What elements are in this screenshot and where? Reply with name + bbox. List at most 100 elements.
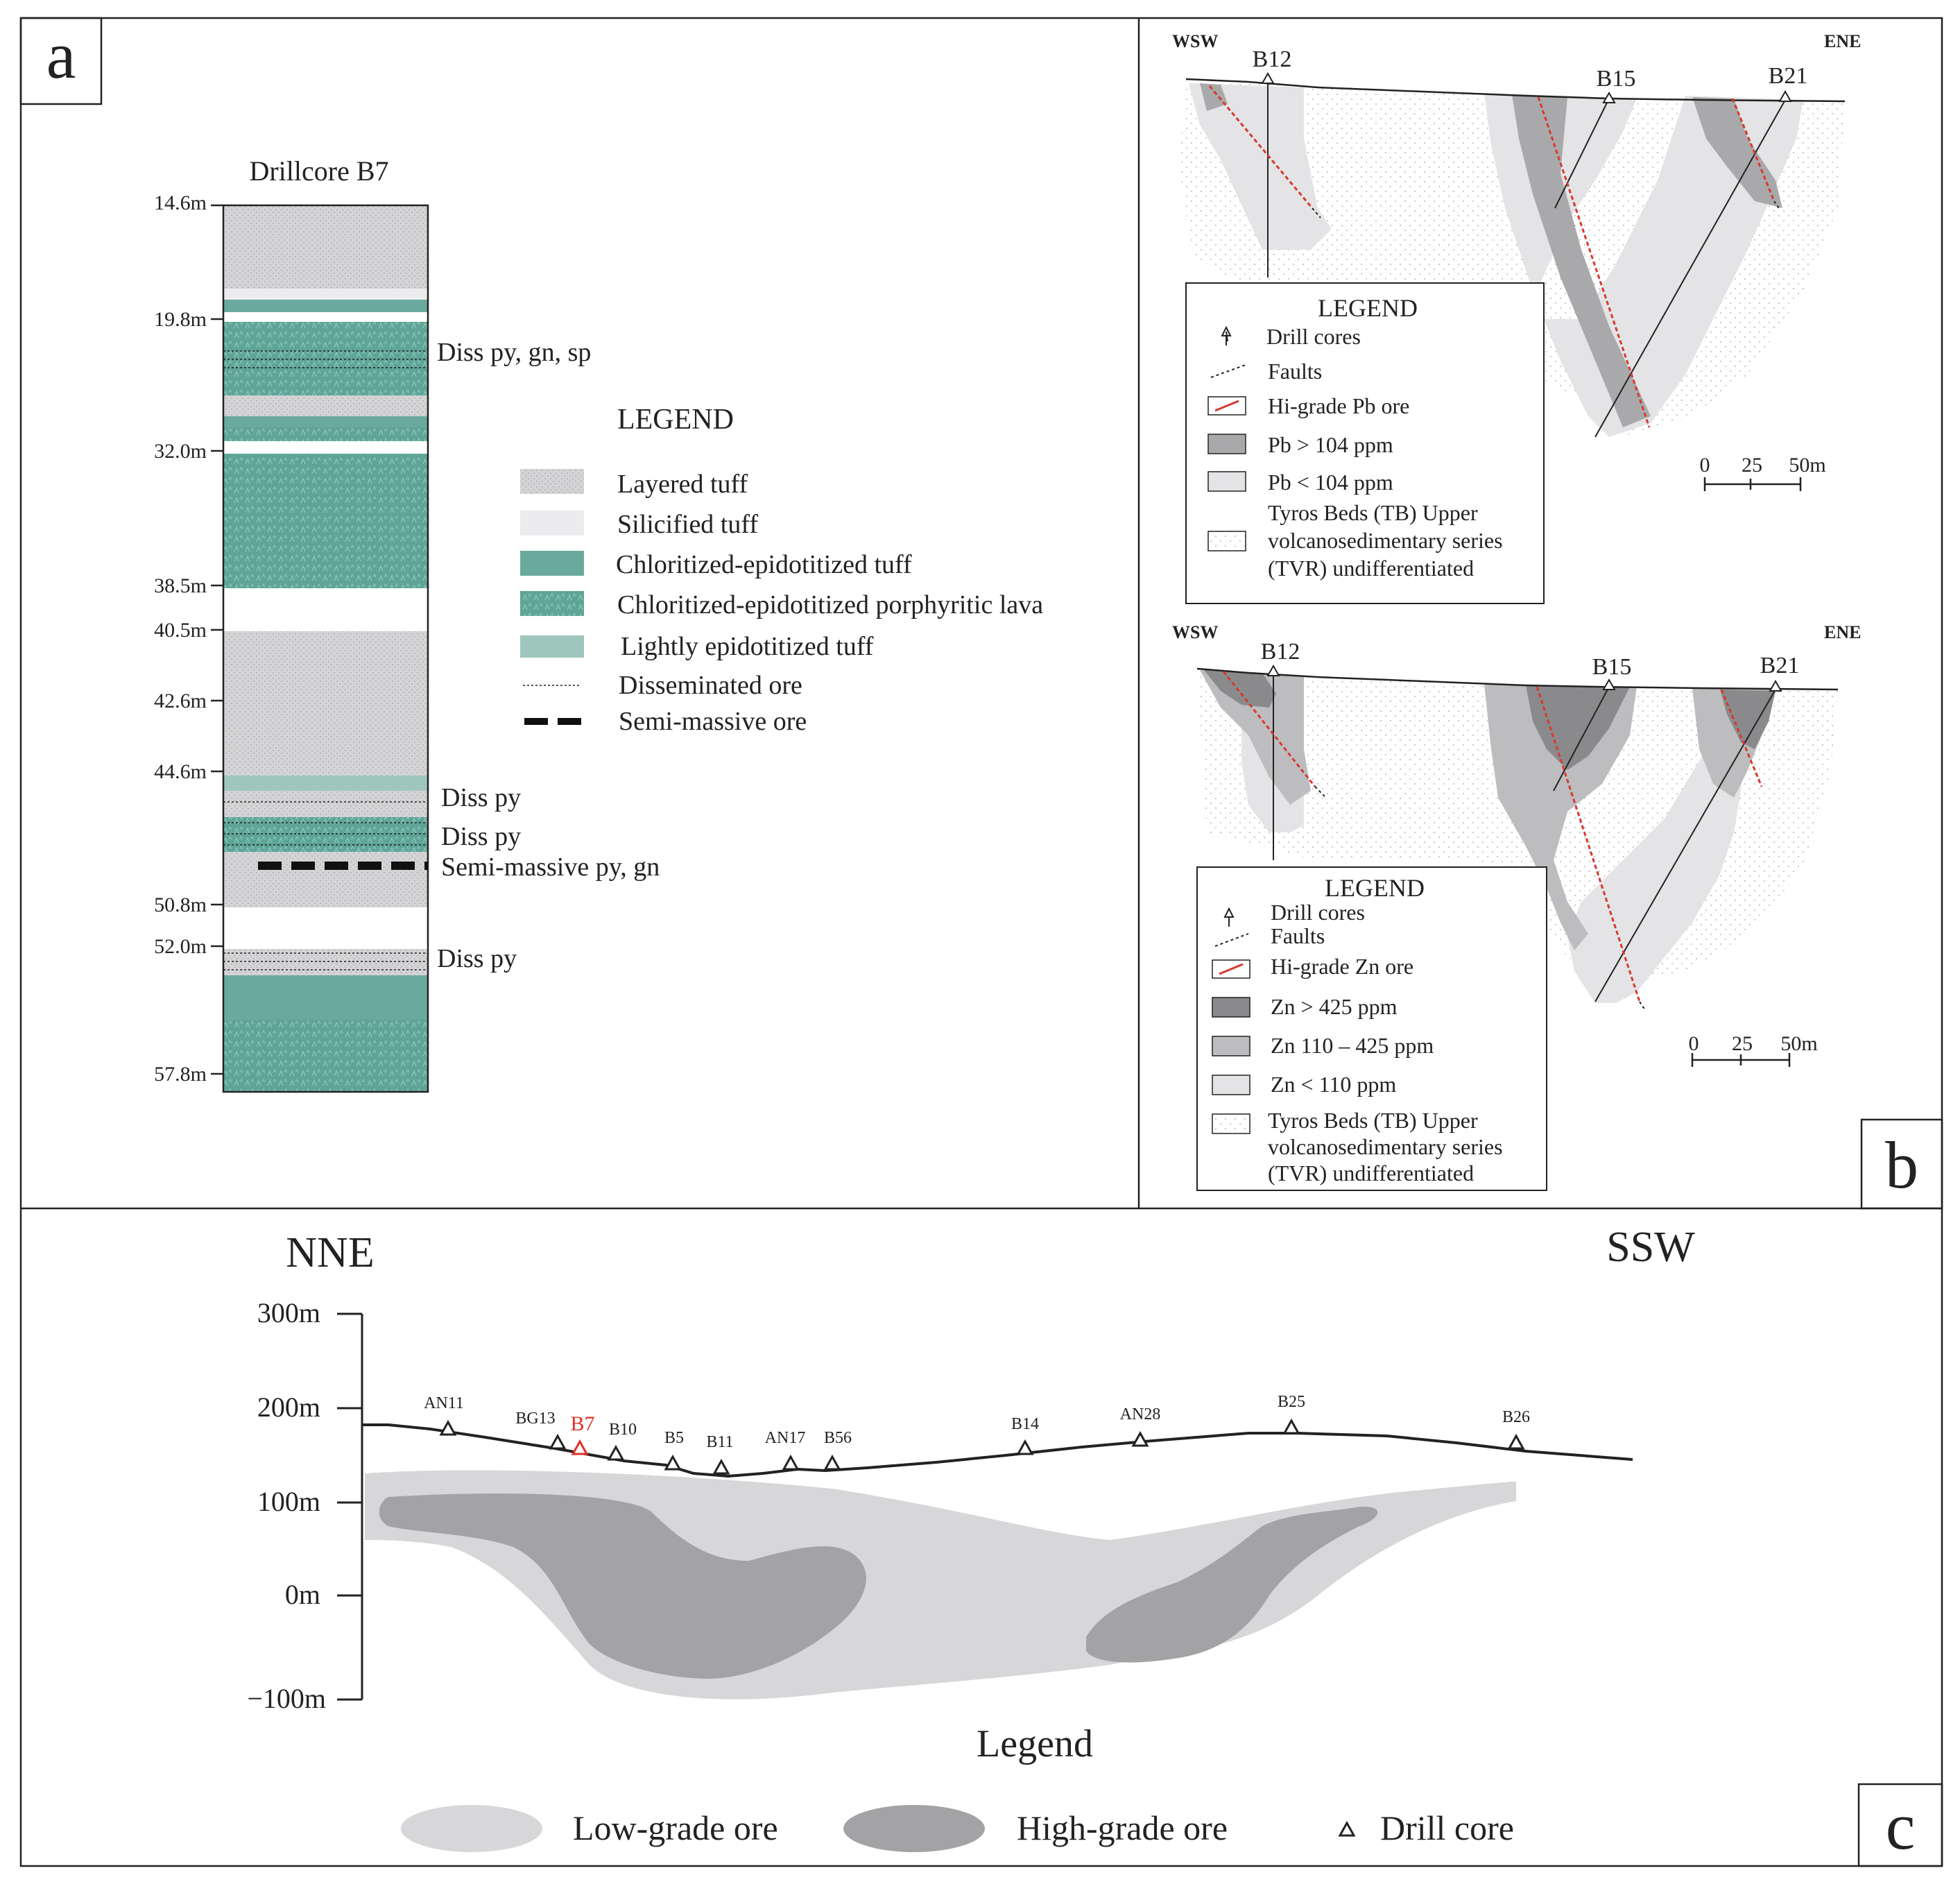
- layer-chloritized-tuff: [223, 975, 428, 1020]
- drill-core-label: AN11: [424, 1394, 464, 1412]
- elevation-axis: [337, 1312, 363, 1701]
- legend-title: Legend: [977, 1722, 1093, 1765]
- drill-core-icon: [823, 1454, 841, 1471]
- layer-layered-tuff: [223, 205, 428, 289]
- layer-layered-tuff: [223, 791, 428, 817]
- drill-core-icon-highlight: [571, 1439, 589, 1455]
- legend-item: Pb < 104 ppm: [1268, 470, 1393, 495]
- hi-grade-zn-ore-lines: [1222, 671, 1763, 1002]
- drill-core-label: B21: [1760, 653, 1800, 678]
- zn-high-swatch: [1212, 997, 1250, 1018]
- depth-label: 19.8m: [154, 308, 207, 331]
- depth-label: 44.6m: [154, 760, 207, 783]
- legend-swatch-layered-tuff: [520, 469, 584, 494]
- fault-lines: [1314, 786, 1646, 1011]
- layer-layered-tuff: [223, 395, 428, 416]
- drillcore-outline: [222, 204, 429, 1093]
- depth-label: 38.5m: [154, 574, 207, 597]
- high-grade-ore-body: [379, 1493, 866, 1679]
- legend-item: Lightly epidotitized tuff: [621, 632, 874, 661]
- pb-high-swatch: [1207, 434, 1246, 454]
- panel-b-pb-section: WSW ENE B12: [1172, 31, 1861, 604]
- legend-item: (TVR) undifferentiated: [1268, 556, 1474, 581]
- scale-label: 25: [1732, 1032, 1753, 1055]
- ground-surface: [362, 1423, 1633, 1478]
- drill-core-label: B12: [1261, 639, 1300, 665]
- legend-item: Low-grade ore: [573, 1808, 778, 1847]
- drill-core-label: B21: [1769, 63, 1808, 89]
- pb-high-zone: [1200, 83, 1228, 111]
- high-grade-ore-body: [1086, 1506, 1378, 1663]
- drill-core-icon: [1266, 664, 1280, 676]
- layer-silicified-tuff: [223, 289, 428, 300]
- legend-item: Disseminated ore: [619, 671, 802, 700]
- layer-lightly-epidotitized-tuff: [223, 776, 428, 791]
- ore-annotation: Diss py: [437, 944, 517, 973]
- scale-label: 50m: [1789, 454, 1825, 477]
- high-grade-swatch: [843, 1805, 985, 1852]
- panel-b-zn-section: WSW ENE: [1172, 622, 1861, 1191]
- drill-core-icon: [549, 1433, 567, 1450]
- legend-item: volcanosedimentary series: [1268, 528, 1503, 553]
- panel-a: Drillcore B7: [154, 155, 1043, 1093]
- fault-lines: [1312, 200, 1780, 219]
- drill-core-icon: [664, 1454, 682, 1471]
- drill-core-icon: [782, 1454, 800, 1471]
- drill-core-label: B56: [824, 1429, 852, 1447]
- drill-core-icon: [1016, 1439, 1034, 1455]
- low-grade-swatch: [401, 1805, 542, 1852]
- legend-item: Chloritized-epidotitized tuff: [616, 550, 912, 579]
- zn-high-zone: [1204, 670, 1276, 708]
- direction-label-left: NNE: [286, 1229, 374, 1276]
- layer-silicified-tuff: [223, 312, 428, 322]
- drillcore-column: [222, 204, 429, 1093]
- scale-label: 0: [1700, 454, 1710, 477]
- layer-layered-tuff: [223, 852, 428, 907]
- zn-mid-zone: [1484, 684, 1637, 950]
- direction-label-right: ENE: [1824, 31, 1861, 51]
- legend-item: Drill cores: [1271, 900, 1365, 925]
- legend-title: LEGEND: [617, 404, 734, 436]
- panel-c-letter: c: [1886, 1789, 1916, 1863]
- layer-lightly-epidotitized-tuff: [223, 416, 428, 427]
- pb-legend: LEGEND Drill cores Faults Hi-grade Pb or…: [1185, 282, 1545, 604]
- legend-item: Drill core: [1380, 1808, 1514, 1847]
- panel-c-letter-box: [1857, 1783, 1943, 1867]
- fault-swatch: [1210, 364, 1246, 378]
- depth-label: 40.5m: [154, 619, 207, 642]
- zn-mid-swatch: [1212, 1036, 1250, 1056]
- layer-layered-tuff: [223, 631, 428, 776]
- pb-high-zone: [1692, 97, 1782, 208]
- layer-porphyritic-lava: [223, 322, 428, 395]
- legend-item: Pb > 104 ppm: [1268, 432, 1393, 457]
- elevation-label: 100m: [257, 1486, 320, 1517]
- zn-low-zone: [1567, 721, 1748, 1003]
- fault-swatch: [1214, 933, 1249, 947]
- drill-core-markers: [1266, 664, 1782, 692]
- drill-core-traces: [1267, 79, 1786, 438]
- zn-high-zone: [1526, 685, 1630, 770]
- drill-core-label: B26: [1502, 1408, 1530, 1426]
- legend-item: Faults: [1268, 359, 1322, 384]
- drill-core-icon: [1131, 1430, 1149, 1447]
- ore-annotation: Diss py, gn, sp: [437, 338, 591, 367]
- elevation-label: 300m: [257, 1297, 320, 1328]
- legend-item: Hi-grade Zn ore: [1271, 954, 1413, 979]
- depth-label: 52.0m: [154, 935, 207, 958]
- legend-swatch-chloritized-tuff: [520, 551, 584, 576]
- direction-label-right: ENE: [1824, 622, 1861, 642]
- drill-core-icon: [1507, 1433, 1525, 1450]
- legend-swatch-lightly-epidotitized-tuff: [520, 635, 584, 658]
- scale-bar: 0 25 50m: [1700, 454, 1826, 491]
- drill-core-label: B14: [1011, 1415, 1039, 1433]
- direction-label-left: WSW: [1172, 31, 1218, 51]
- layer-chloritized-tuff: [223, 300, 428, 312]
- pb-high-zone: [1512, 94, 1651, 427]
- drill-core-icon: [1261, 71, 1275, 84]
- drill-core-icon: [1338, 1820, 1356, 1837]
- depth-axis: 14.6m 19.8m 32.0m 38.5m 40.5m 42.6m 44.6…: [154, 191, 223, 1086]
- drill-core-markers: [439, 1418, 1525, 1475]
- layer-porphyritic-lava: [223, 454, 428, 588]
- direction-label-left: WSW: [1172, 622, 1218, 642]
- depth-label: 57.8m: [154, 1063, 207, 1086]
